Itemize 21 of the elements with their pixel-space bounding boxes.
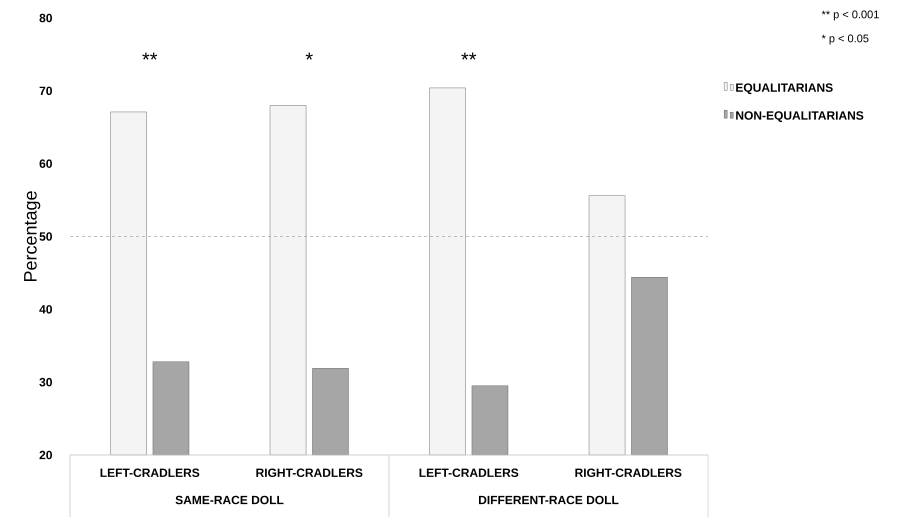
annotation: * <box>306 52 313 60</box>
text: * p < 0.05 <box>822 34 868 44</box>
y-tick-label: 70 <box>40 86 52 96</box>
y-axis-title: Percentage <box>24 191 40 282</box>
y-tick-label: 50 <box>40 232 52 241</box>
y-tick-label: 60 <box>40 159 52 168</box>
y-tick-label: 30 <box>39 378 52 386</box>
text: DIFFERENT-RACE DOLL <box>478 496 618 504</box>
legend-label: NON-EQUALITARIANS <box>736 111 864 122</box>
x-tick-label: RIGHT-CRADLERS <box>256 468 362 478</box>
annotation: ** <box>142 52 158 60</box>
y-tick-label: 80 <box>40 14 52 22</box>
x-tick-label: LEFT-CRADLERS <box>100 468 200 478</box>
x-tick-label: LEFT-CRADLERS <box>420 468 518 478</box>
y-tick-label: 40 <box>39 305 52 314</box>
text: SAME-RACE DOLL <box>176 496 284 504</box>
legend-label: EQUALITARIANS <box>736 83 833 94</box>
x-tick-label: RIGHT-CRADLERS <box>575 468 682 478</box>
text: ** p < 0.001 <box>822 10 879 20</box>
y-tick-label: 20 <box>40 450 52 460</box>
annotation: ** <box>461 52 476 60</box>
